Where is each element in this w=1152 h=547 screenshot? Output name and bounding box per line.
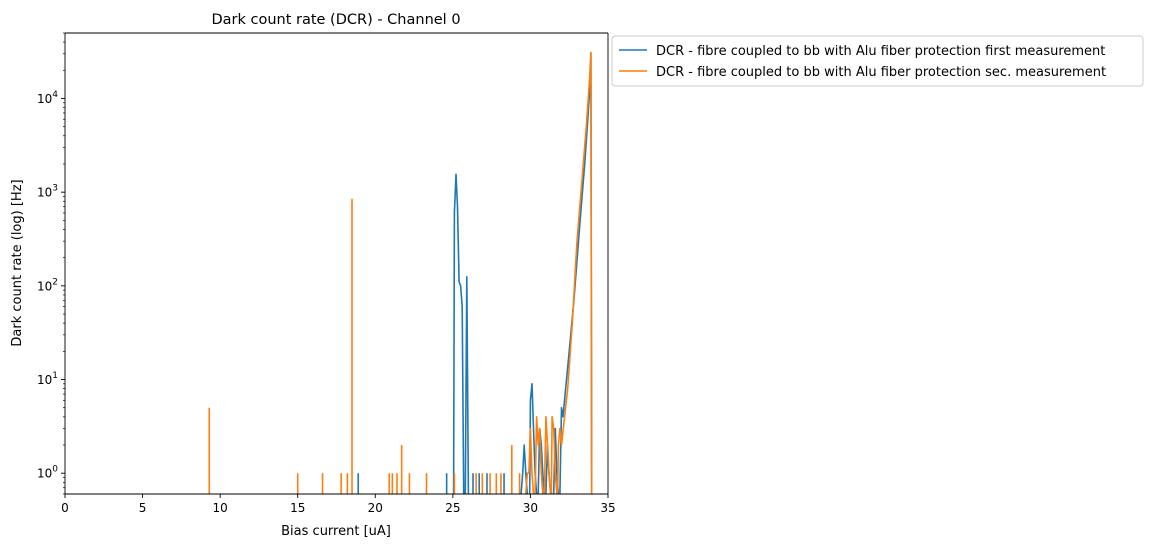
x-tick-label: 15 bbox=[290, 501, 305, 515]
series-1-segment bbox=[537, 427, 546, 495]
legend-box bbox=[611, 35, 1144, 87]
y-axis: 100 101 102 103 104 bbox=[37, 32, 65, 495]
legend: DCR - fibre coupled to bb with Alu fiber… bbox=[611, 35, 1144, 87]
series-layer bbox=[208, 51, 593, 495]
series-2-segment bbox=[525, 427, 535, 495]
x-tick-label: 20 bbox=[368, 501, 383, 515]
series-2 bbox=[208, 51, 593, 495]
x-tick-label: 35 bbox=[600, 501, 615, 515]
x-tick-label: 0 bbox=[61, 501, 69, 515]
plot-background bbox=[65, 33, 608, 494]
x-axis: 0 5 10 15 20 25 30 35 bbox=[61, 494, 616, 515]
y-tick-label: 100 bbox=[37, 465, 58, 481]
chart-title: Dark count rate (DCR) - Channel 0 bbox=[211, 12, 460, 28]
y-tick-label: 104 bbox=[37, 90, 58, 106]
y-tick-label: 101 bbox=[37, 371, 58, 387]
series-2-segment bbox=[534, 415, 544, 495]
plot-frame bbox=[64, 32, 609, 495]
y-axis-label: Dark count rate (log) [Hz] bbox=[10, 179, 25, 346]
y-tick-label: 103 bbox=[37, 184, 58, 200]
legend-label-series-2: DCR - fibre coupled to bb with Alu fiber… bbox=[656, 65, 1106, 80]
y-tick-label: 102 bbox=[37, 277, 58, 293]
legend-label-series-1: DCR - fibre coupled to bb with Alu fiber… bbox=[656, 44, 1105, 59]
x-tick-label: 25 bbox=[445, 501, 460, 515]
series-2-segment bbox=[543, 415, 552, 495]
series-1-segment bbox=[464, 275, 470, 495]
x-tick-label: 5 bbox=[139, 501, 147, 515]
series-1-segment bbox=[452, 173, 465, 495]
x-axis-label: Bias current [uA] bbox=[281, 524, 391, 539]
series-2-segment bbox=[550, 415, 558, 495]
x-tick-label: 10 bbox=[213, 501, 228, 515]
plot-area bbox=[64, 32, 609, 495]
x-tick-label: 30 bbox=[523, 501, 538, 515]
series-2-segment bbox=[556, 51, 593, 495]
